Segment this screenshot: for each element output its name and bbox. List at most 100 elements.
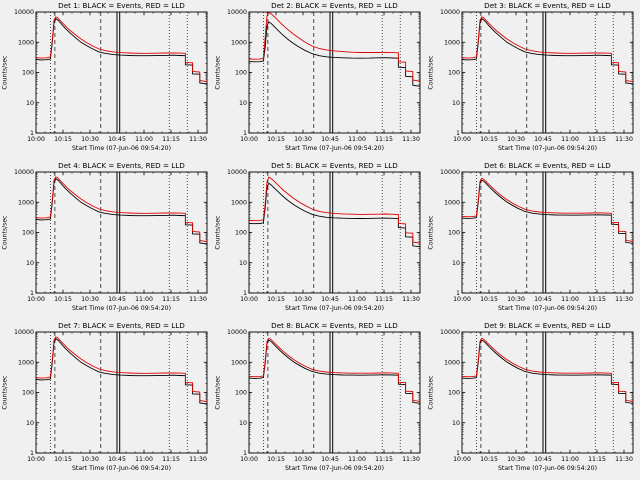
y-tick-label: 10 (452, 260, 460, 267)
axes-frame (461, 11, 634, 134)
x-axis-label: Start Time (07-Jun-06 09:54:20) (72, 465, 171, 472)
y-tick-label: 1 (456, 450, 460, 457)
chart-title: Det 9: BLACK = Events, RED = LLD (484, 321, 611, 330)
y-axis-label: Counts/sec (2, 375, 9, 410)
axes-frame (35, 11, 208, 134)
x-tick-label: 11:15 (588, 296, 606, 303)
x-tick-label: 10:00 (240, 136, 258, 143)
y-axis-label: Counts/sec (2, 55, 9, 90)
y-axis-label: Counts/sec (428, 55, 435, 90)
lld-line (461, 337, 634, 402)
x-tick-label: 10:45 (321, 296, 339, 303)
x-tick-label: 10:45 (108, 136, 126, 143)
chart-svg: 1 10 100 1000 10000 10:00 10:15 10:30 10:45 11:00… (2, 321, 208, 472)
x-axis-label: Start Time (07-Jun-06 09:54:20) (72, 305, 171, 312)
chart-svg: 1 10 100 1000 10000 10:00 10:15 10:30 10:45 11:00… (215, 161, 421, 312)
y-tick-label: 100 (22, 390, 34, 397)
x-tick-label: 10:45 (321, 136, 339, 143)
y-tick-label: 1 (30, 450, 34, 457)
x-axis-label: Start Time (07-Jun-06 09:54:20) (72, 145, 171, 152)
lld-line (248, 176, 421, 244)
x-axis-label: Start Time (07-Jun-06 09:54:20) (285, 465, 384, 472)
x-tick-label: 10:45 (534, 456, 552, 463)
x-tick-label: 10:00 (240, 456, 258, 463)
x-axis-label: Start Time (07-Jun-06 09:54:20) (285, 305, 384, 312)
x-tick-label: 10:30 (81, 456, 99, 463)
x-tick-label: 10:15 (267, 136, 285, 143)
chart-title: Det 5: BLACK = Events, RED = LLD (271, 161, 398, 170)
lld-line (461, 177, 634, 242)
events-line (461, 179, 634, 244)
y-axis-label: Counts/sec (215, 375, 222, 410)
y-tick-label: 1 (456, 130, 460, 137)
x-tick-label: 10:15 (54, 296, 72, 303)
x-tick-label: 11:15 (375, 456, 393, 463)
y-tick-label: 10 (452, 420, 460, 427)
x-tick-label: 10:45 (321, 456, 339, 463)
x-tick-label: 10:30 (81, 136, 99, 143)
y-tick-label: 100 (448, 390, 460, 397)
x-tick-label: 10:45 (534, 136, 552, 143)
chart-svg: 1 10 100 1000 10000 10:00 10:15 10:30 10:45 11:00… (428, 321, 634, 472)
y-axis-label: Counts/sec (2, 215, 9, 250)
y-tick-label: 1000 (444, 359, 460, 366)
x-tick-label: 11:15 (588, 136, 606, 143)
x-tick-label: 10:15 (480, 136, 498, 143)
axes-frame (35, 171, 208, 294)
x-tick-label: 10:30 (507, 456, 525, 463)
events-line (248, 339, 421, 404)
y-tick-label: 10000 (227, 329, 247, 336)
x-tick-label: 11:00 (135, 456, 153, 463)
x-tick-label: 11:15 (162, 296, 180, 303)
x-tick-label: 10:45 (108, 296, 126, 303)
y-tick-label: 1000 (231, 199, 247, 206)
axes-frame (461, 331, 634, 454)
lld-line (461, 16, 634, 83)
x-tick-label: 11:15 (162, 456, 180, 463)
y-tick-label: 1 (243, 290, 247, 297)
y-tick-label: 10 (26, 260, 34, 267)
chart-panel-det-7: 1 10 100 1000 10000 10:00 10:15 10:30 10:45 11:00… (0, 320, 213, 480)
y-tick-label: 100 (448, 230, 460, 237)
x-tick-label: 10:00 (27, 296, 45, 303)
x-tick-label: 10:00 (27, 136, 45, 143)
x-tick-label: 10:30 (81, 296, 99, 303)
x-tick-label: 11:30 (402, 296, 420, 303)
chart-panel-det-1: 1 10 100 1000 10000 10:00 10:15 10:30 10:45 11:00… (0, 0, 213, 160)
x-axis-label: Start Time (07-Jun-06 09:54:20) (285, 145, 384, 152)
x-tick-label: 11:00 (348, 136, 366, 143)
chart-panel-det-9: 1 10 100 1000 10000 10:00 10:15 10:30 10:45 11:00… (426, 320, 640, 480)
x-tick-label: 10:15 (267, 456, 285, 463)
x-tick-label: 11:00 (135, 296, 153, 303)
y-tick-label: 1000 (231, 39, 247, 46)
y-axis-label: Counts/sec (428, 215, 435, 250)
x-tick-label: 11:00 (135, 136, 153, 143)
events-line (248, 21, 421, 87)
y-tick-label: 1000 (18, 39, 34, 46)
x-tick-label: 10:15 (54, 136, 72, 143)
x-tick-label: 10:45 (534, 296, 552, 303)
x-tick-label: 11:00 (561, 136, 579, 143)
lld-line (35, 16, 208, 83)
chart-panel-det-3: 1 10 100 1000 10000 10:00 10:15 10:30 10:45 11:00… (426, 0, 640, 160)
axes-frame (248, 331, 421, 454)
y-axis-label: Counts/sec (428, 375, 435, 410)
y-tick-label: 10 (26, 420, 34, 427)
x-tick-label: 11:30 (189, 456, 207, 463)
chart-panel-det-6: 1 10 100 1000 10000 10:00 10:15 10:30 10:45 11:00… (426, 160, 640, 320)
lld-line (248, 337, 421, 402)
y-tick-label: 1 (30, 290, 34, 297)
y-tick-label: 10 (239, 260, 247, 267)
y-tick-label: 10000 (227, 169, 247, 176)
y-tick-label: 1000 (231, 359, 247, 366)
y-tick-label: 100 (235, 70, 247, 77)
y-tick-label: 1000 (444, 39, 460, 46)
x-tick-label: 10:00 (453, 136, 471, 143)
x-tick-label: 11:30 (615, 136, 633, 143)
events-line (248, 182, 421, 248)
y-tick-label: 1 (456, 290, 460, 297)
chart-panel-det-8: 1 10 100 1000 10000 10:00 10:15 10:30 10:45 11:00… (213, 320, 426, 480)
y-tick-label: 10000 (440, 329, 460, 336)
x-tick-label: 11:15 (588, 456, 606, 463)
